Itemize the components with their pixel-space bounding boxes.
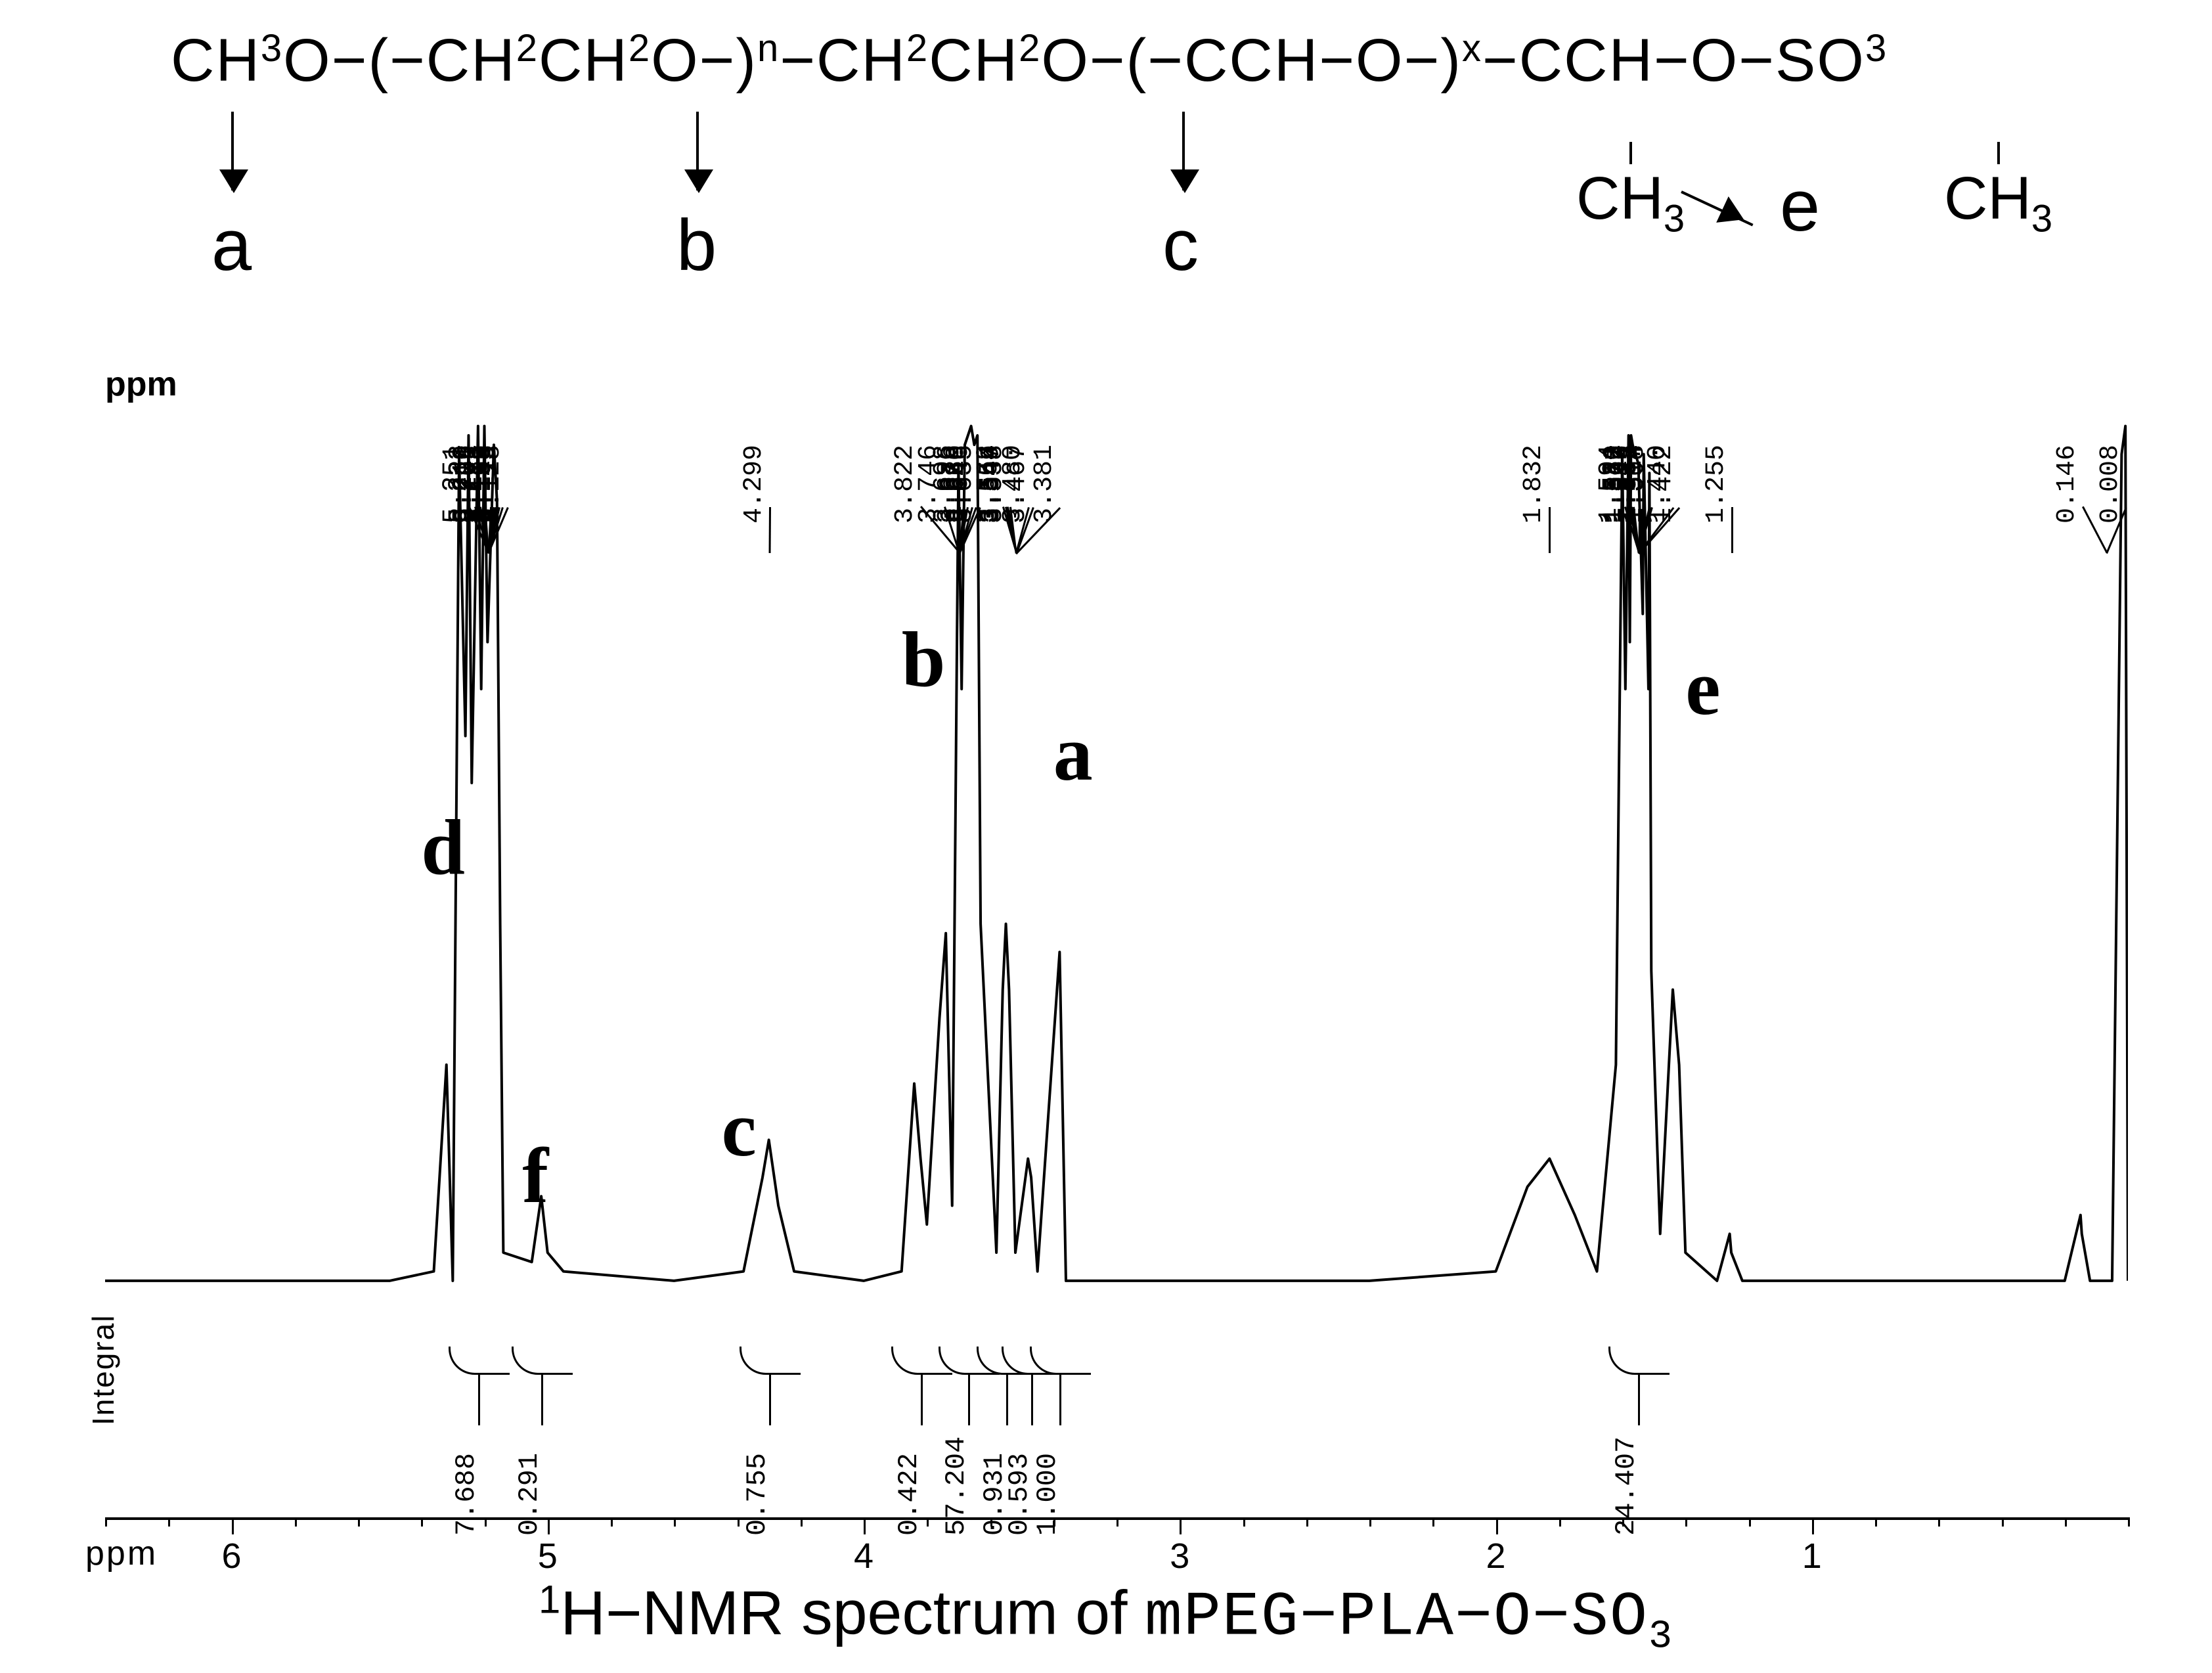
spectrum-plot: d f c b a e	[105, 407, 2128, 1347]
assignment-arrow	[1182, 112, 1185, 190]
integral-tick	[1031, 1373, 1033, 1425]
integral-tick	[1006, 1373, 1008, 1425]
spectrum-trace	[105, 426, 2128, 1281]
axis-minor-tick	[674, 1517, 676, 1527]
axis-minor-tick	[1559, 1517, 1561, 1527]
formula-sub: n	[757, 26, 780, 70]
axis-number: 5	[538, 1536, 558, 1576]
axis-major-tick	[232, 1517, 234, 1534]
axis-minor-tick	[295, 1517, 297, 1527]
axis-number: 4	[854, 1536, 874, 1576]
formula-text: O−)	[651, 26, 757, 95]
axis-number: 2	[1486, 1536, 1505, 1576]
assignment-letter: b	[676, 204, 717, 287]
integral-tick	[769, 1373, 771, 1425]
formula-sub: x	[1462, 26, 1482, 70]
spectrum-svg	[105, 407, 2128, 1347]
assignment-arrow	[696, 112, 699, 190]
axis-minor-tick	[1306, 1517, 1308, 1527]
integral-tick	[1059, 1373, 1061, 1425]
integral-bracket	[1608, 1347, 1670, 1375]
peak-letter: e	[1685, 642, 1720, 733]
axis-minor-tick	[1243, 1517, 1245, 1527]
formula-text: −CH	[780, 26, 906, 95]
axis-minor-tick	[1622, 1517, 1624, 1527]
peak-letter: b	[902, 614, 946, 705]
axis-minor-tick	[1938, 1517, 1940, 1527]
formula-text: CH	[171, 26, 261, 95]
formula-text: O−(−CH	[283, 26, 516, 95]
assignment-letter: c	[1162, 204, 1199, 287]
formula-text: CH	[539, 26, 629, 95]
peak-letter: c	[721, 1084, 756, 1174]
integral-bracket	[740, 1347, 801, 1375]
integral-label: Integral	[85, 1314, 121, 1425]
peak-letter: a	[1053, 708, 1093, 799]
integral-tick	[968, 1373, 970, 1425]
ppm-axis: 654321	[105, 1517, 2128, 1563]
integral-tick	[541, 1373, 543, 1425]
formula-sub: 2	[629, 26, 651, 70]
ppm-label-top: ppm	[105, 365, 177, 404]
axis-number: 3	[1170, 1536, 1189, 1576]
formula-sub: 2	[1019, 26, 1041, 70]
caption-compound-sub: 3	[1648, 1615, 1673, 1660]
axis-minor-tick	[2128, 1517, 2130, 1527]
axis-minor-tick	[927, 1517, 929, 1527]
formula-sub: 3	[1865, 26, 1888, 70]
assignment-letter: e	[1780, 164, 1820, 248]
axis-minor-tick	[1432, 1517, 1434, 1527]
axis-minor-tick	[168, 1517, 170, 1527]
axis-major-tick	[548, 1517, 550, 1534]
assignment-letter: a	[211, 204, 252, 287]
formula-sub: 2	[516, 26, 539, 70]
peak-letter: f	[522, 1130, 548, 1221]
axis-minor-tick	[105, 1517, 107, 1527]
formula-sub: 2	[906, 26, 929, 70]
formula-sub: 3	[261, 26, 283, 70]
axis-minor-tick	[1875, 1517, 1877, 1527]
figure-caption: 1H−NMR spectrum of mPEG−PLA−O−SO3	[0, 1576, 2212, 1660]
integral-tick	[1638, 1373, 1640, 1425]
axis-minor-tick	[421, 1517, 423, 1527]
integral-bracket	[449, 1347, 510, 1375]
peak-letter: d	[421, 802, 465, 893]
axis-minor-tick	[2065, 1517, 2067, 1527]
caption-prefix: H−NMR	[560, 1578, 801, 1648]
axis-minor-tick	[611, 1517, 613, 1527]
axis-minor-tick	[2002, 1517, 2004, 1527]
assignment-arrow	[231, 112, 234, 190]
axis-number: 1	[1802, 1536, 1822, 1576]
integral-bracket	[512, 1347, 573, 1375]
axis-minor-tick	[1053, 1517, 1055, 1527]
axis-minor-tick	[738, 1517, 740, 1527]
formula-branch: CH3	[1944, 164, 2052, 240]
caption-super: 1	[539, 1577, 560, 1621]
axis-major-tick	[1496, 1517, 1498, 1534]
axis-major-tick	[1812, 1517, 1814, 1534]
formula-text: −CCH−O−SO	[1482, 26, 1865, 95]
axis-minor-tick	[358, 1517, 360, 1527]
formula-branch: CH3	[1576, 164, 1685, 240]
axis-major-tick	[1180, 1517, 1182, 1534]
axis-minor-tick	[1369, 1517, 1371, 1527]
axis-minor-tick	[1685, 1517, 1687, 1527]
caption-compound: mPEG−PLA−O−SO	[1145, 1582, 1648, 1653]
formula-text: CH	[929, 26, 1019, 95]
axis-minor-tick	[485, 1517, 487, 1527]
axis-major-tick	[864, 1517, 866, 1534]
formula-text: O−(−CCH−O−)	[1041, 26, 1462, 95]
integral-tick	[921, 1373, 923, 1425]
page: CH3O−(−CH2CH2O−)n−CH2CH2O−(−CCH−O−)x−CCH…	[0, 0, 2212, 1673]
axis-number: 6	[221, 1536, 241, 1576]
chemical-formula: CH3O−(−CH2CH2O−)n−CH2CH2O−(−CCH−O−)x−CCH…	[171, 26, 2141, 95]
assignment-arrow	[1681, 190, 1753, 226]
axis-minor-tick	[801, 1517, 803, 1527]
axis-minor-tick	[990, 1517, 992, 1527]
axis-minor-tick	[1749, 1517, 1751, 1527]
axis-minor-tick	[1117, 1517, 1118, 1527]
caption-word-spectrum: spectrum of	[801, 1578, 1145, 1648]
integral-tick	[478, 1373, 480, 1425]
